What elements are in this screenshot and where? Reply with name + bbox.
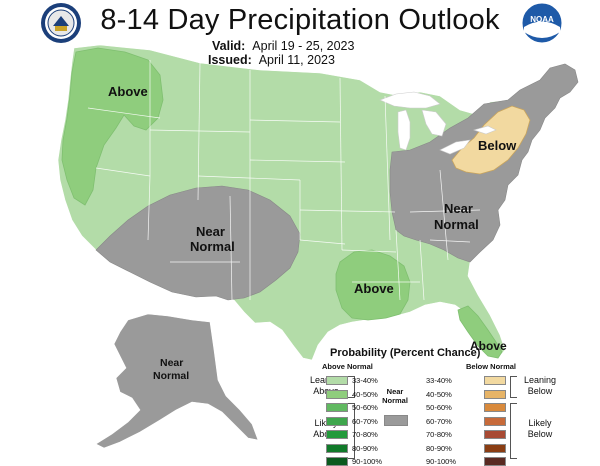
label-near-normal-southwest-line1: Near (196, 224, 225, 239)
legend-above-swatch-3 (326, 416, 348, 426)
legend-below-label-4: 70-80% (426, 430, 452, 439)
legend-leaning-below: Leaning Below (518, 375, 562, 397)
legend-above-header: Above Normal (322, 362, 373, 371)
lake-superior (379, 91, 441, 109)
legend-below-swatch-1 (484, 389, 506, 399)
lake-erie (439, 139, 471, 155)
gulf-above-region (335, 249, 411, 321)
legend-below-label-0: 33-40% (426, 376, 452, 385)
legend-above-swatch-5 (326, 443, 348, 453)
noaa-logo-text: NOAA (530, 15, 554, 24)
lake-ontario (472, 125, 497, 135)
legend-above-label-4: 70-80% (352, 430, 378, 439)
legend-below-swatch-3 (484, 416, 506, 426)
valid-dates-line: Valid: April 19 - 25, 2023 (212, 39, 354, 53)
label-above-west: Above (108, 84, 148, 99)
legend-near-normal-label: Near Normal (380, 387, 410, 405)
valid-dates: April 19 - 25, 2023 (252, 39, 355, 53)
legend-below-label-5: 80-90% (426, 443, 452, 453)
likely-below-line2: Below (527, 429, 553, 439)
leaning-below-line1: Leaning (523, 375, 557, 385)
alaska-near-normal-region (95, 313, 259, 449)
lake-huron (421, 109, 447, 137)
likely-below-bracket (510, 403, 517, 459)
legend-above-swatch-2 (326, 403, 348, 412)
label-near-normal-alaska-line2: Normal (153, 370, 189, 382)
legend-above-swatch-6 (326, 457, 348, 466)
label-near-normal-alaska-line1: Near (160, 357, 183, 369)
department-of-commerce-seal-icon (41, 3, 81, 43)
legend-above-swatch-4 (326, 430, 348, 439)
valid-label: Valid: (212, 39, 246, 53)
legend-below-swatch-4 (484, 430, 506, 439)
label-near-normal-east-line1: Near (444, 201, 473, 216)
legend-below-label-1: 40-50% (426, 389, 452, 399)
legend-below-label-2: 50-60% (426, 403, 452, 412)
legend-below-label-6: 90-100% (426, 457, 457, 466)
legend-above-label-1: 40-50% (352, 389, 378, 399)
noaa-logo-icon: NOAA (521, 2, 563, 44)
state-boundaries (87, 60, 481, 301)
leaning-below-bracket (510, 376, 517, 398)
likely-above-bracket (348, 403, 355, 459)
label-below-northeast: Below (478, 138, 517, 153)
legend-likely-below: Likely Below (518, 418, 562, 440)
legend-above-swatch-0 (326, 376, 348, 385)
leaning-above-bracket (348, 376, 355, 398)
likely-below-line1: Likely (528, 418, 552, 428)
legend-above-label-5: 80-90% (352, 443, 378, 453)
label-above-gulf: Above (354, 281, 394, 296)
legend-below-swatch-6 (484, 457, 506, 466)
legend-above-label-2: 50-60% (352, 403, 378, 412)
lake-michigan (397, 109, 411, 151)
florida-above-region (457, 305, 503, 359)
northwest-above-region (61, 47, 164, 206)
legend-near-normal-swatch (384, 415, 408, 426)
label-above-florida: Above (470, 339, 507, 353)
label-near-normal-east-line2: Normal (434, 217, 479, 232)
near-normal-line2: Normal (382, 396, 408, 405)
legend-above-label-6: 90-100% (352, 457, 383, 466)
label-near-normal-southwest-line2: Normal (190, 239, 235, 254)
legend-below-swatch-0 (484, 376, 506, 385)
likely-above-line1: Likely (314, 418, 337, 428)
issued-label: Issued: (208, 53, 252, 67)
legend-below-label-3: 60-70% (426, 416, 452, 426)
probability-legend: Probability (Percent Chance) Above Norma… (308, 345, 600, 466)
leaning-below-line2: Below (527, 386, 553, 396)
near-normal-line1: Near (386, 387, 404, 396)
legend-below-swatch-2 (484, 403, 506, 412)
legend-title: Probability (Percent Chance) (330, 347, 481, 359)
page-title: 8-14 Day Precipitation Outlook (100, 4, 500, 36)
issued-date-line: Issued: April 11, 2023 (208, 53, 335, 67)
issued-date: April 11, 2023 (258, 53, 335, 67)
legend-above-swatch-1 (326, 389, 348, 399)
legend-above-label-0: 33-40% (352, 376, 378, 385)
legend-below-header: Below Normal (466, 362, 517, 371)
leaning-above-line1: Leaning (310, 375, 342, 385)
southwest-near-normal-region (95, 185, 301, 301)
legend-below-swatch-5 (484, 443, 506, 453)
legend-above-label-3: 60-70% (352, 416, 378, 426)
